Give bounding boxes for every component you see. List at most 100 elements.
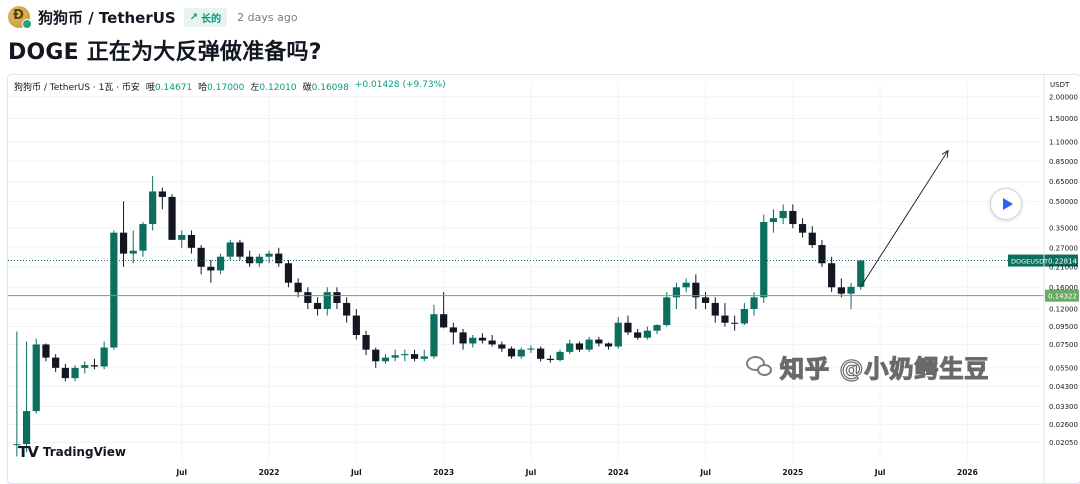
candle-body xyxy=(478,337,487,341)
candle-body xyxy=(401,354,409,356)
candle-body xyxy=(847,286,855,294)
candle-body xyxy=(760,222,768,298)
candle-body xyxy=(546,358,554,361)
forecast-arrow-head xyxy=(941,149,949,158)
candle-body xyxy=(740,308,748,324)
candle xyxy=(643,326,651,340)
y-tick-label: 2.00000 xyxy=(1049,93,1078,101)
candle xyxy=(507,346,516,359)
candle-body xyxy=(682,282,690,288)
candle xyxy=(769,209,778,233)
candle-body xyxy=(246,256,254,264)
candle-body xyxy=(42,344,50,358)
candle xyxy=(61,363,69,382)
candle-body xyxy=(430,314,438,357)
y-tick-label: 0.85000 xyxy=(1049,158,1078,166)
candle-body xyxy=(517,349,525,357)
candle-body xyxy=(498,344,506,349)
candle xyxy=(682,278,690,293)
candle-body xyxy=(575,343,584,350)
candle xyxy=(653,324,661,335)
candle xyxy=(430,304,438,359)
candle xyxy=(488,335,496,347)
tradingview-logo-icon: TV xyxy=(18,443,39,461)
candle-body xyxy=(857,260,865,287)
candle xyxy=(343,297,351,323)
candle xyxy=(692,274,700,309)
candle xyxy=(139,222,147,257)
axes: Jul 2022 Jul 2023 Jul 2024 Jul 2025 Jul 2026 USDT 2… xyxy=(175,75,1078,483)
y-tick-label: 0.02050 xyxy=(1049,439,1078,447)
candle-body xyxy=(381,357,390,362)
candle xyxy=(459,329,467,350)
y-tick-label: 0.07500 xyxy=(1049,341,1078,349)
candle xyxy=(663,292,671,327)
annotations: 0.14322 DOGEUSDT 0.22814 xyxy=(8,149,1079,302)
candle xyxy=(440,292,448,329)
candle-body xyxy=(139,224,147,251)
candle-body xyxy=(828,263,836,288)
publish-time: 2 days ago xyxy=(237,10,298,24)
candle-body xyxy=(653,325,661,331)
legend-symbol: 狗狗币 / TetherUS · 1瓦 · 币安 xyxy=(14,83,140,93)
candle-body xyxy=(158,191,166,197)
candle xyxy=(275,247,283,267)
candle-body xyxy=(284,263,293,283)
candle xyxy=(372,347,380,368)
candle xyxy=(537,346,545,362)
candle xyxy=(362,330,370,356)
candle-body xyxy=(207,266,215,271)
candle xyxy=(837,278,845,298)
legend-close-label: 碳 xyxy=(302,83,312,93)
y-tick-label: 0.09500 xyxy=(1049,323,1078,331)
legend-low: 0.12010 xyxy=(259,83,297,93)
candle-body xyxy=(362,335,370,350)
candle xyxy=(585,336,593,352)
candle-body xyxy=(187,235,196,248)
zhihu-watermark: 知乎 @小奶鳄生豆 xyxy=(746,349,989,384)
candle-body xyxy=(178,235,186,240)
candles xyxy=(13,175,865,457)
candle-body xyxy=(343,302,351,316)
y-tick-label: 0.12000 xyxy=(1049,305,1078,313)
chart-frame[interactable]: 狗狗币 / TetherUS · 1瓦 · 币安 哦0.14671 哈0.170… xyxy=(7,74,1080,484)
candle xyxy=(207,259,215,283)
arrow-up-right-icon: ↗ xyxy=(189,11,199,23)
tether-badge-icon xyxy=(22,19,32,29)
candle-body xyxy=(129,250,137,254)
candle xyxy=(595,336,603,347)
candle-body xyxy=(265,253,273,257)
y-tick-label: 1.10000 xyxy=(1049,138,1078,146)
long-badge-label: 长的 xyxy=(201,13,222,25)
candle-body xyxy=(410,354,419,359)
candle xyxy=(721,302,729,327)
candle xyxy=(731,315,739,331)
candle xyxy=(110,230,118,350)
y-tick-label: 0.65000 xyxy=(1049,178,1078,186)
candle xyxy=(333,287,341,309)
candle xyxy=(255,253,263,267)
candle-body xyxy=(537,348,545,359)
candle xyxy=(789,204,797,229)
candle-body xyxy=(798,224,807,233)
candle-body xyxy=(52,357,60,368)
pair-name[interactable]: 狗狗币 / TetherUS xyxy=(38,8,176,27)
candle-body xyxy=(808,232,816,246)
candle xyxy=(624,315,632,336)
candle-body xyxy=(61,367,69,379)
candle-body xyxy=(672,287,681,298)
candle xyxy=(71,365,79,382)
candle xyxy=(517,347,525,359)
legend-open: 0.14671 xyxy=(154,83,193,93)
candle-body xyxy=(294,282,302,293)
candle-body xyxy=(595,339,603,344)
candle xyxy=(391,349,399,362)
play-button[interactable] xyxy=(990,188,1022,220)
candle-body xyxy=(90,365,99,367)
candle xyxy=(420,349,428,362)
candle-body xyxy=(32,344,40,412)
candle-body xyxy=(507,348,516,357)
candle-body xyxy=(236,242,244,257)
candle xyxy=(527,345,535,353)
